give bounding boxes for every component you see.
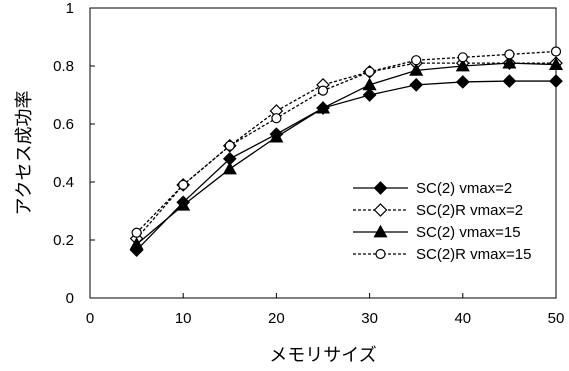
legend-marker xyxy=(375,248,386,260)
data-point xyxy=(364,66,375,77)
data-point xyxy=(178,179,189,190)
data-point xyxy=(455,75,470,89)
legend-item: SC(2) vmax=15 xyxy=(353,224,521,241)
plot-area xyxy=(89,7,557,299)
x-axis-label: メモリサイズ xyxy=(269,345,376,366)
y-tick-label: 0.8 xyxy=(53,58,74,75)
data-point xyxy=(549,74,563,88)
data-point xyxy=(269,129,284,143)
series-line xyxy=(136,80,556,251)
data-point xyxy=(550,46,562,57)
data-point xyxy=(131,227,142,238)
data-point xyxy=(317,85,329,96)
data-point xyxy=(548,57,564,70)
series-line xyxy=(136,62,557,245)
series-3 xyxy=(131,46,562,238)
x-tick-label: 30 xyxy=(361,310,378,327)
y-tick-label: 0.4 xyxy=(53,174,74,191)
x-tick-label: 40 xyxy=(454,310,471,327)
legend-label: SC(2) vmax=15 xyxy=(416,224,521,241)
y-tick-label: 0.2 xyxy=(53,232,74,249)
x-tick-label: 10 xyxy=(175,310,192,327)
data-point xyxy=(176,197,191,211)
data-point xyxy=(224,140,235,151)
y-tick-label: 1 xyxy=(66,0,74,17)
x-tick-label: 0 xyxy=(86,310,94,327)
data-point xyxy=(362,88,377,102)
legend-label: SC(2)R vmax=15 xyxy=(416,246,531,263)
data-point xyxy=(271,113,282,124)
data-point xyxy=(455,58,470,72)
series-layer xyxy=(129,46,564,257)
legend-marker xyxy=(373,224,388,238)
axis-ticks: 0 10 20 30 40 50 0 0.2 0.4 0.6 0.8 1 xyxy=(53,0,564,327)
legend-label: SC(2) vmax=2 xyxy=(416,180,512,197)
legend-marker xyxy=(373,203,388,217)
data-point xyxy=(222,161,237,175)
y-tick-label: 0.6 xyxy=(53,116,74,133)
data-point xyxy=(411,55,422,66)
data-point xyxy=(409,78,424,92)
legend-item: SC(2)R vmax=15 xyxy=(353,246,531,263)
x-tick-label: 50 xyxy=(548,310,565,327)
data-point xyxy=(409,63,424,76)
data-point xyxy=(502,74,517,88)
legend-item: SC(2)R vmax=2 xyxy=(353,202,523,219)
data-point xyxy=(315,100,331,114)
data-point xyxy=(504,49,515,60)
data-point xyxy=(502,55,517,69)
legend-item: SC(2) vmax=2 xyxy=(353,180,512,197)
y-axis-label: アクセス成功率 xyxy=(14,90,35,215)
legend-marker xyxy=(373,181,388,195)
legend: SC(2) vmax=2 SC(2)R vmax=2 SC(2) vmax=15 SC… xyxy=(353,180,531,263)
data-point xyxy=(362,77,377,91)
series-2 xyxy=(129,55,564,250)
data-point xyxy=(129,237,144,250)
series-line xyxy=(136,50,557,234)
x-tick-label: 20 xyxy=(268,310,285,327)
legend-label: SC(2)R vmax=2 xyxy=(416,202,523,219)
data-point xyxy=(457,52,468,63)
y-tick-label: 0 xyxy=(66,290,74,307)
